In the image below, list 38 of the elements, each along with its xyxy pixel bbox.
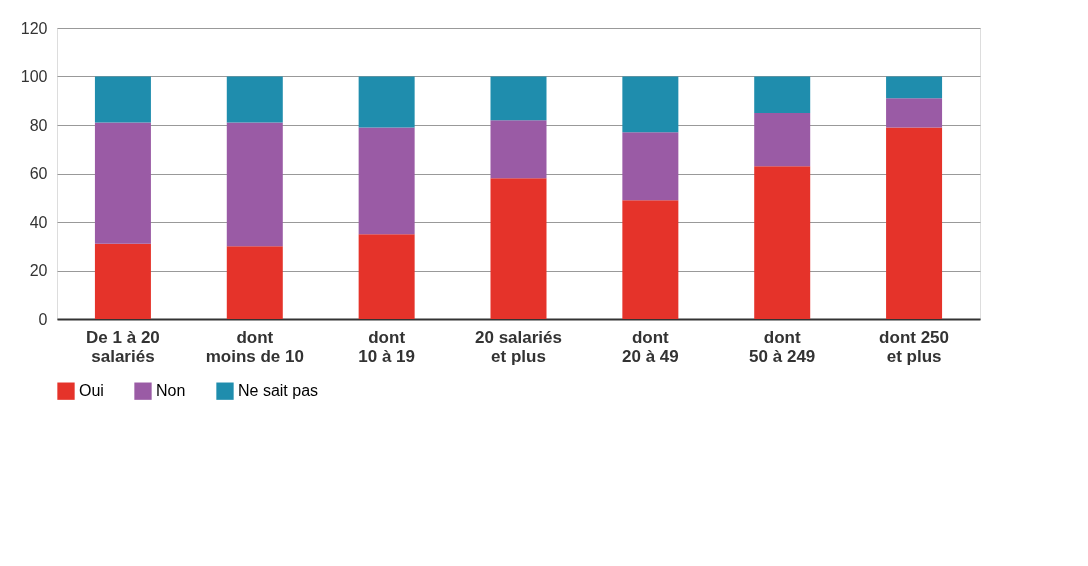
- bar: [226, 76, 283, 123]
- bar: [622, 76, 679, 133]
- bar: [622, 132, 679, 201]
- y-tick-label: 60: [29, 165, 48, 182]
- x-tick-label: dont 20 à 49: [621, 327, 679, 366]
- x-tick-label: dont 50 à 249: [749, 327, 816, 366]
- bar: [754, 166, 811, 319]
- x-tick-label: De 1 à 20 salariés: [86, 327, 160, 366]
- x-tick-label: dont 10 à 19: [358, 327, 416, 366]
- bar: [94, 243, 151, 319]
- bar: [358, 76, 415, 128]
- bar: [622, 200, 679, 319]
- bar: [886, 127, 943, 319]
- bar: [490, 178, 547, 319]
- bar: [754, 112, 811, 167]
- bar: [358, 127, 415, 235]
- y-tick-label: 40: [29, 213, 48, 231]
- bar: [226, 246, 283, 319]
- legend-label: Oui: [79, 382, 104, 400]
- bar: [226, 122, 283, 247]
- bar: [754, 76, 811, 113]
- y-tick-label: 120: [20, 19, 48, 37]
- bar: [886, 98, 943, 128]
- x-tick-label: dont 250 et plus: [879, 327, 950, 366]
- y-tick-label: 20: [29, 262, 48, 279]
- y-tick-label: 0: [38, 310, 48, 328]
- y-tick-label: 80: [29, 116, 48, 134]
- x-tick-label: dont moins de 10: [205, 327, 304, 366]
- bar: [490, 76, 547, 121]
- bar: [94, 76, 151, 123]
- bar: [886, 76, 943, 99]
- bar: [94, 122, 151, 244]
- legend-label: Non: [156, 382, 186, 400]
- x-tick-label: 20 salariés et plus: [475, 327, 562, 366]
- legend-label: Ne sait pas: [238, 382, 319, 400]
- y-tick-label: 100: [20, 68, 48, 85]
- bar: [358, 234, 415, 319]
- bar: [490, 120, 547, 179]
